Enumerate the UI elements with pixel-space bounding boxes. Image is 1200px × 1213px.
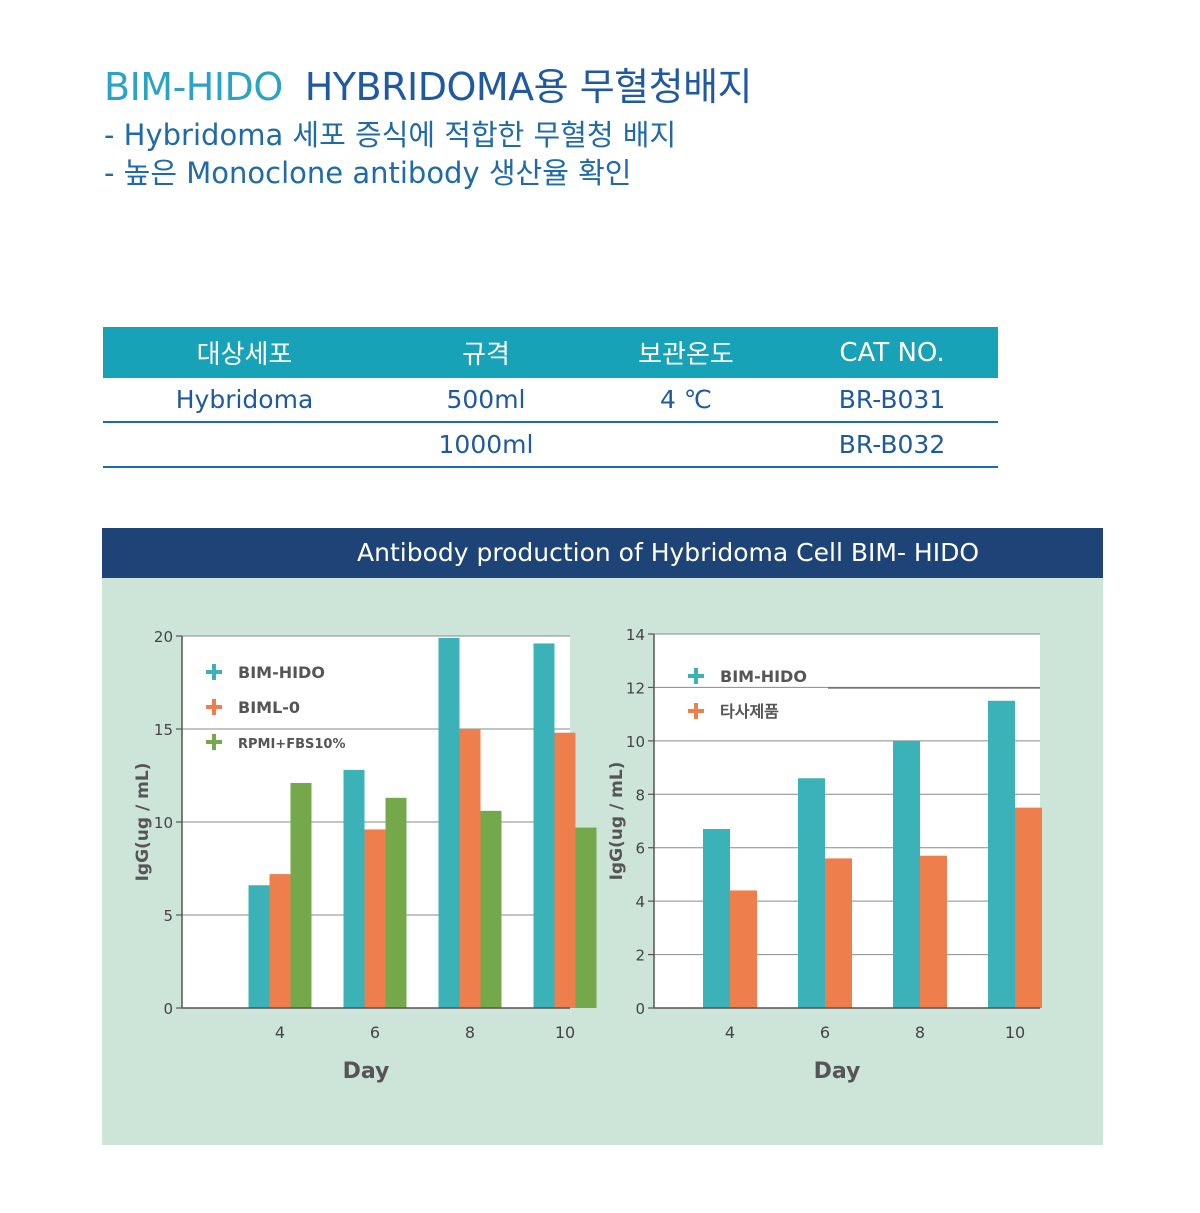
y-tick-label: 20 bbox=[154, 628, 173, 646]
y-tick-label: 0 bbox=[635, 1000, 645, 1018]
chart-panel: 0 5 10 15 20 4 6 8 10 Day IgG(ug / mL) BIM-HIDO BIML… bbox=[102, 578, 1103, 1145]
bar bbox=[703, 829, 730, 1008]
product-title: HYBRIDOMA용 무혈청배지 bbox=[304, 65, 753, 109]
spec-cell bbox=[103, 422, 386, 468]
y-tick-label: 10 bbox=[626, 733, 645, 751]
legend-label: BIM-HIDO bbox=[238, 663, 325, 682]
spec-table: 대상세포 규격 보관온도 CAT NO. Hybridoma 500ml 4 ℃… bbox=[103, 327, 998, 468]
spec-cell: 4 ℃ bbox=[586, 378, 786, 423]
x-tick-label: 6 bbox=[820, 1023, 830, 1042]
x-axis-label: Day bbox=[814, 1059, 861, 1084]
legend-marker-icon bbox=[206, 664, 222, 680]
feature-item: - 높은 Monoclone antibody 생산율 확인 bbox=[104, 156, 632, 190]
x-tick-label: 10 bbox=[1005, 1023, 1025, 1042]
x-tick-label: 8 bbox=[915, 1023, 925, 1042]
spec-cell: BR-B031 bbox=[786, 378, 998, 423]
y-tick-label: 15 bbox=[154, 721, 173, 739]
y-tick-label: 14 bbox=[626, 626, 645, 644]
feature-list: - Hybridoma 세포 증식에 적합한 무혈청 배지 - 높은 Monoc… bbox=[104, 116, 676, 192]
bar bbox=[575, 827, 597, 1008]
y-tick-label: 5 bbox=[163, 907, 173, 925]
table-row: 1000ml BR-B032 bbox=[103, 422, 998, 468]
bar bbox=[920, 855, 947, 1008]
y-tick-label: 0 bbox=[163, 1000, 173, 1018]
spec-header-cell: CAT NO. bbox=[786, 327, 998, 378]
x-tick-label: 4 bbox=[275, 1023, 285, 1042]
igg-chart-left: 0 5 10 15 20 4 6 8 10 Day IgG(ug / mL) BIM-HIDO BIML… bbox=[133, 628, 597, 1084]
spec-header-cell: 보관온도 bbox=[586, 327, 786, 378]
legend-label: 타사제품 bbox=[720, 702, 779, 721]
legend-label: BIM-HIDO bbox=[720, 667, 807, 686]
x-tick-label: 10 bbox=[555, 1023, 575, 1042]
bar bbox=[554, 732, 576, 1008]
x-tick-label: 6 bbox=[370, 1023, 380, 1042]
chart-panel-title: Antibody production of Hybridoma Cell BI… bbox=[102, 528, 1103, 578]
table-row: Hybridoma 500ml 4 ℃ BR-B031 bbox=[103, 378, 998, 423]
bar bbox=[248, 885, 270, 1008]
bar bbox=[438, 637, 460, 1008]
bar bbox=[988, 700, 1015, 1008]
feature-item: - Hybridoma 세포 증식에 적합한 무혈청 배지 bbox=[104, 118, 677, 152]
y-tick-label: 10 bbox=[154, 814, 173, 832]
legend-marker-icon bbox=[688, 703, 704, 719]
bar bbox=[290, 782, 312, 1008]
bar bbox=[480, 810, 502, 1008]
spec-cell: Hybridoma bbox=[103, 378, 386, 423]
x-axis-label: Day bbox=[343, 1059, 390, 1084]
spec-header-cell: 규격 bbox=[386, 327, 586, 378]
bar bbox=[269, 874, 291, 1008]
bar bbox=[825, 858, 852, 1008]
bar bbox=[459, 729, 481, 1008]
y-tick-label: 12 bbox=[626, 679, 645, 697]
x-tick-label: 4 bbox=[725, 1023, 735, 1042]
bar bbox=[364, 829, 386, 1008]
x-tick-label: 8 bbox=[465, 1023, 475, 1042]
legend-label: BIML-0 bbox=[238, 698, 300, 717]
bar bbox=[893, 740, 920, 1008]
spec-cell: BR-B032 bbox=[786, 422, 998, 468]
igg-chart-right: 0 2 4 6 8 10 12 14 4 6 8 10 Day IgG(ug / mL) BIM-HIDO 타… bbox=[607, 626, 1042, 1084]
legend-marker-icon bbox=[206, 699, 222, 715]
y-tick-label: 6 bbox=[635, 840, 645, 858]
legend-label: RPMI+FBS10% bbox=[238, 737, 345, 752]
brand-name: BIM-HIDO bbox=[104, 65, 283, 109]
bar bbox=[730, 890, 757, 1008]
y-tick-label: 8 bbox=[635, 786, 645, 804]
y-tick-label: 2 bbox=[635, 947, 645, 965]
legend-marker-icon bbox=[688, 668, 704, 684]
y-axis-label: IgG(ug / mL) bbox=[607, 762, 627, 881]
bar bbox=[1015, 807, 1042, 1008]
bar bbox=[385, 797, 407, 1008]
spec-cell bbox=[586, 422, 786, 468]
page-title: BIM-HIDO HYBRIDOMA용 무혈청배지 bbox=[104, 56, 753, 111]
bar bbox=[533, 643, 555, 1008]
y-tick-label: 4 bbox=[635, 893, 645, 911]
spec-header-row: 대상세포 규격 보관온도 CAT NO. bbox=[103, 327, 998, 378]
legend-marker-icon bbox=[206, 734, 222, 750]
spec-header-cell: 대상세포 bbox=[103, 327, 386, 378]
spec-cell: 1000ml bbox=[386, 422, 586, 468]
y-axis-label: IgG(ug / mL) bbox=[133, 763, 153, 882]
bar bbox=[798, 778, 825, 1008]
spec-cell: 500ml bbox=[386, 378, 586, 423]
bar bbox=[343, 769, 365, 1008]
